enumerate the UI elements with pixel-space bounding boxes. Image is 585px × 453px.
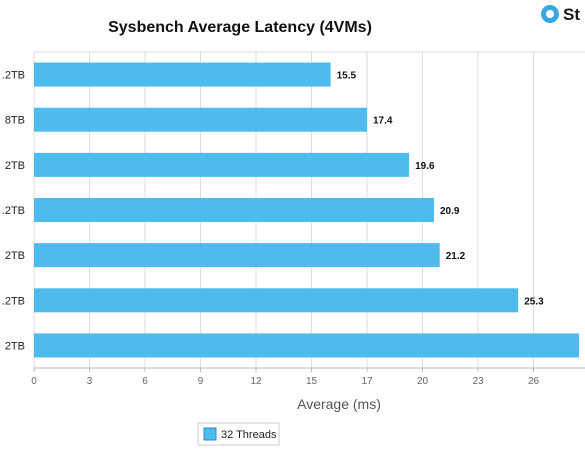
x-tick-label: 6 [142, 376, 148, 387]
x-tick-label: 3 [87, 376, 93, 387]
x-tick-label: 9 [198, 376, 204, 387]
bar[interactable] [34, 288, 519, 313]
x-tick-label: 23 [472, 376, 484, 387]
x-tick-label: 26 [528, 376, 540, 387]
data-label: 25.3 [524, 296, 544, 307]
x-axis-title: Average (ms) [297, 396, 381, 412]
data-label: 20.9 [440, 206, 460, 217]
data-labels: 15.5 17.4 19.6 20.9 21.2 25.3 [337, 71, 544, 308]
x-axis-ticks: 03691215172023262 [31, 368, 540, 387]
category-label: 2TB [5, 160, 25, 172]
category-label: 2TB [5, 340, 25, 352]
category-labels: .2TB 8TB 2TB .2TB 2TB .2TB 2TB [2, 70, 25, 353]
logo-icon-inner [546, 10, 554, 18]
x-tick-label: 0 [31, 376, 37, 387]
legend-label: 32 Threads [221, 429, 277, 441]
legend-box [197, 422, 280, 446]
bar[interactable] [34, 152, 410, 177]
chart-title: Sysbench Average Latency (4VMs) [108, 19, 372, 36]
category-label: .2TB [2, 205, 25, 217]
category-label: .2TB [2, 70, 25, 82]
data-label: 15.5 [337, 71, 357, 82]
bar[interactable] [34, 333, 579, 358]
category-label: 8TB [5, 115, 25, 127]
category-label: 2TB [5, 250, 25, 262]
x-tick-label: 12 [250, 376, 262, 387]
bar[interactable] [34, 107, 367, 132]
data-label: 21.2 [446, 251, 466, 262]
x-tick-label: 17 [361, 376, 373, 387]
x-tick-label: 15 [306, 376, 318, 387]
legend[interactable]: 32 Threads [197, 422, 280, 446]
logo-text: St [563, 5, 580, 24]
data-label: 17.4 [373, 116, 393, 127]
logo: St [541, 5, 580, 24]
bar[interactable] [34, 198, 434, 222]
legend-swatch [203, 427, 217, 441]
data-label: 19.6 [415, 161, 435, 172]
bars [34, 62, 579, 358]
bar[interactable] [34, 243, 440, 268]
x-tick-label: 20 [417, 376, 429, 387]
category-label: .2TB [2, 295, 25, 307]
bar[interactable] [34, 62, 331, 87]
